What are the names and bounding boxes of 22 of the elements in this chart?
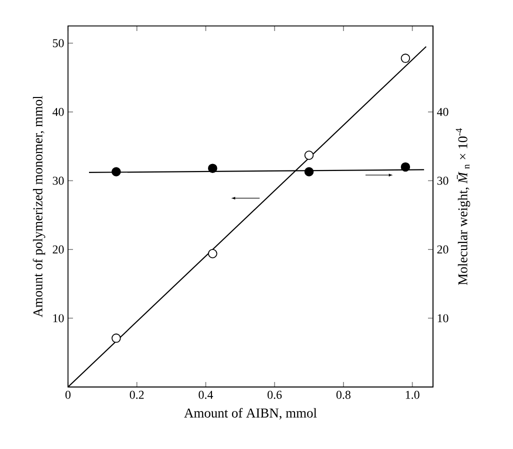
y2-tick-label: 30	[437, 176, 448, 185]
point	[208, 248, 218, 258]
y2-tick-label: 20	[437, 245, 448, 254]
y-tick-label: 30	[52, 176, 64, 185]
y-tick-label: 50	[52, 39, 64, 48]
y-tick-label: 20	[52, 245, 64, 254]
x-tick-label: 0.8	[336, 390, 350, 399]
x-tick-label: 0.2	[130, 390, 144, 399]
x-tick-label: 1.0	[406, 390, 420, 399]
point	[304, 150, 314, 160]
y-axis-title: Amount of polymerized monomer, mmol	[32, 96, 46, 318]
x-axis-title: Amount of AIBN, mmol	[184, 408, 317, 420]
x-tick-label: 0.4	[198, 390, 214, 399]
y2-tick-label: 40	[437, 108, 448, 116]
y2-axis-title: Molecular weight, M̄$_{n}$ × 10$^{-4}$	[456, 128, 470, 285]
point	[400, 54, 410, 63]
y2-tick-label: 10	[438, 314, 448, 322]
x-tick-label: 0	[65, 390, 71, 399]
y-tick-label: 40	[52, 108, 64, 116]
point	[112, 334, 121, 343]
x-tick-label: 0.6	[268, 390, 282, 399]
y-tick-label: 10	[53, 314, 64, 322]
